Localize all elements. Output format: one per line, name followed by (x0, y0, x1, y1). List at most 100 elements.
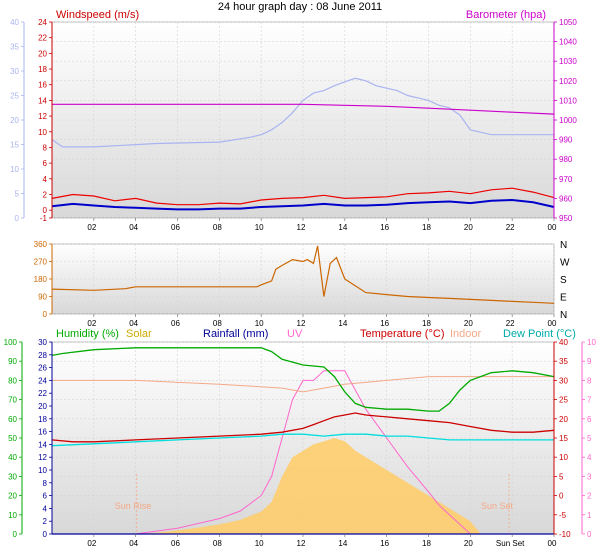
grid (52, 21, 555, 219)
p1-xtick-label: 02 (87, 223, 96, 232)
solar-label: Solar (126, 328, 152, 340)
uv-axis-tick-label: 7 (587, 396, 592, 405)
windspeed-axis-tick-label: 0 (43, 206, 48, 215)
barometer-axis-tick-label: 1030 (559, 57, 577, 66)
gust-axis-tick-label: 5 (15, 190, 20, 199)
uv-axis-tick-label: 3 (587, 472, 592, 481)
windspeed-axis-tick-label: 2 (43, 190, 48, 199)
sun-rise-annotation: Sun Rise (115, 501, 152, 511)
temperature-axis-tick-label: 5 (559, 472, 564, 481)
temperature-axis-tick-label: 25 (559, 396, 568, 405)
rainfall-axis-tick-label: 28 (38, 351, 47, 360)
p3-xtick-label: 14 (338, 539, 347, 548)
dewpoint-label: Dew Point (°C) (503, 328, 576, 340)
p1-xtick-label: 14 (338, 223, 347, 232)
p2-xtick-label: 16 (380, 319, 389, 328)
direction-compass-label: E (560, 293, 567, 304)
p2-xtick-label: 22 (506, 319, 515, 328)
windspeed-axis-tick-label: 14 (38, 96, 47, 105)
series-temperature (51, 412, 555, 443)
windspeed-axis-tick-label: 10 (38, 128, 47, 137)
wind-barometer-panel: 02 04 06 08 10 12 14 16 18 20 22 000510152025303540… (10, 9, 577, 232)
uv-axis-tick-label: 10 (587, 338, 596, 347)
series-windspeed-m-s- (51, 187, 555, 206)
humidity-axis-tick-label: 40 (8, 453, 17, 462)
barometer-axis-tick-label: 980 (559, 155, 573, 164)
uv-axis-tick-label: 2 (587, 492, 592, 501)
rainfall-axis-tick-label: 12 (38, 453, 47, 462)
p3-xtick-label: 00 (548, 539, 557, 548)
rainfall-axis-tick-label: 8 (43, 479, 48, 488)
uv-axis-tick-label: 8 (587, 376, 592, 385)
gust-axis-tick-label: 15 (10, 141, 19, 150)
rainfall-axis-tick-label: 20 (38, 402, 47, 411)
humidity-label: Humidity (%) (56, 328, 119, 340)
barometer-axis-tick-label: 960 (559, 194, 573, 203)
p2-xtick-label: 14 (338, 319, 347, 328)
rainfall-axis-tick-label: 18 (38, 415, 47, 424)
temperature-axis-tick-label: 10 (559, 453, 568, 462)
gust-axis-tick-label: 20 (10, 116, 19, 125)
direction-axis-tick-label: 0 (43, 310, 48, 319)
p1-xtick-label: 08 (213, 223, 222, 232)
temperature-axis-tick-label: -10 (559, 530, 571, 539)
series-group (51, 77, 555, 211)
windspeed-axis-tick-label: 4 (43, 175, 48, 184)
rainfall-axis-tick-label: 16 (38, 428, 47, 437)
series-gust (51, 77, 554, 148)
p3-xtick-label: 08 (213, 539, 222, 548)
humidity-axis-tick-label: 90 (8, 357, 17, 366)
p1-xtick-label: 06 (171, 223, 180, 232)
series-wind-direction (51, 245, 555, 304)
direction-axis-tick-label: 180 (34, 275, 48, 284)
rainfall-axis-tick-label: 4 (43, 504, 48, 513)
p2-xtick-label: 18 (422, 319, 431, 328)
gust-axis-tick-label: 0 (15, 214, 20, 223)
temperature-axis-tick-label: -5 (559, 511, 567, 520)
p3-xtick-label: 04 (129, 539, 138, 548)
uv-axis-tick-label: 0 (587, 530, 592, 539)
humidity-axis-tick-label: 80 (8, 376, 17, 385)
series-group (51, 245, 555, 304)
temperature-axis-tick-label: 0 (559, 492, 564, 501)
barometer-axis-tick-label: 1020 (559, 77, 577, 86)
p3-xtick-label: 12 (297, 539, 306, 548)
p2-xtick-label: 00 (548, 319, 557, 328)
temperature-axis-tick-label: 30 (559, 376, 568, 385)
p2-xtick-label: 02 (87, 319, 96, 328)
uv-axis-tick-label: 1 (587, 511, 592, 520)
uv-axis-tick-label: 6 (587, 415, 592, 424)
axes: 02 04 06 08 10 12 14 16 18 20 22 00090180270360NESW… (34, 240, 570, 328)
p1-xtick-label: 10 (255, 223, 264, 232)
series-dew-point (51, 433, 554, 447)
gust-axis-tick-label: 40 (10, 18, 19, 27)
p2-xtick-label: 20 (464, 319, 473, 328)
rainfall-axis-tick-label: 26 (38, 364, 47, 373)
direction-compass-label: N (560, 240, 567, 251)
uv-axis-tick-label: 4 (587, 453, 592, 462)
rainfall-axis-tick-label: 24 (38, 376, 47, 385)
humidity-axis-tick-label: 50 (8, 434, 17, 443)
temperature-label: Temperature (°C) (360, 328, 444, 340)
p1-xtick-label: 22 (506, 223, 515, 232)
rainfall-axis-tick-label: 22 (38, 389, 47, 398)
series-barometer-hpa- (52, 103, 555, 115)
direction-axis-tick-label: 270 (34, 258, 48, 267)
temperature-axis-tick-label: 40 (559, 338, 568, 347)
chart-title: 24 hour graph day : 08 June 2011 (218, 1, 382, 13)
windspeed-axis-tick-label: 12 (38, 112, 47, 121)
windspeed-axis-tick-label: 16 (38, 81, 47, 90)
series-wind-average (51, 198, 555, 211)
uv-label: UV (287, 328, 303, 340)
wind-direction-panel: 02 04 06 08 10 12 14 16 18 20 22 00090180270360NESW… (34, 240, 570, 328)
p2-xtick-label: 06 (171, 319, 180, 328)
barometer-axis-tick-label: 970 (559, 175, 573, 184)
p3-xtick-label: 06 (171, 539, 180, 548)
humidity-axis-tick-label: 30 (8, 472, 17, 481)
series-humidity (51, 347, 555, 412)
rainfall-axis-tick-label: 30 (38, 338, 47, 347)
temperature-axis-tick-label: 35 (559, 357, 568, 366)
gust-axis-tick-label: 25 (10, 92, 19, 101)
gust-axis-tick-label: 30 (10, 67, 19, 76)
